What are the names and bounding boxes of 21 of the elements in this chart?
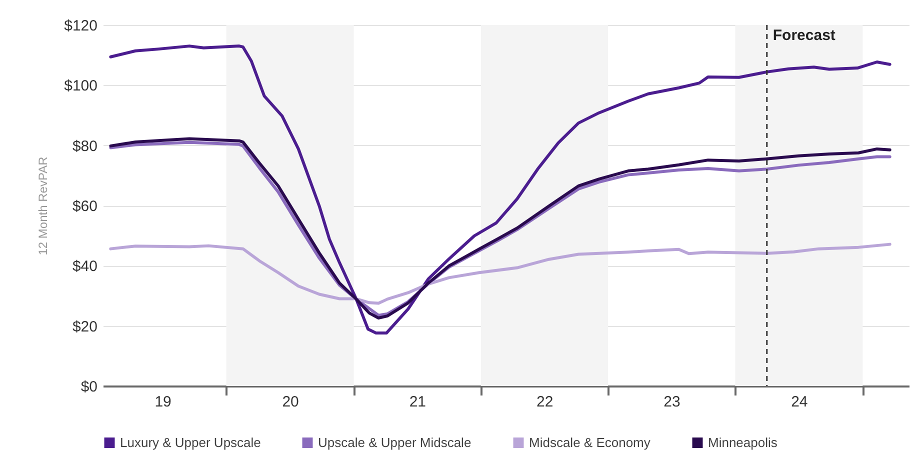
legend-label: Minneapolis (708, 434, 778, 450)
x-tick-label: 19 (154, 394, 172, 410)
ref-line-label: Forecast (772, 27, 836, 44)
line-series (109, 44, 892, 335)
y-tick-label: $0 (80, 378, 98, 396)
y-tick-label: $20 (72, 318, 98, 336)
y-tick-label: $80 (72, 138, 98, 155)
y-tick-label: $120 (64, 18, 98, 34)
legend-label: Midscale & Economy (529, 434, 651, 450)
y-axis-title: 12 Month RevPAR (36, 156, 50, 256)
legend-label: Luxury & Upper Upscale (120, 434, 261, 450)
line-series (109, 242, 892, 305)
x-tick-label: 23 (664, 394, 680, 410)
y-tick-label: $60 (72, 198, 98, 215)
y-tick-label: $40 (72, 258, 98, 276)
x-tick-label: 24 (791, 394, 808, 410)
legend-label: Upscale & Upper Midscale (318, 434, 472, 450)
x-tick-label: 21 (409, 394, 426, 410)
x-tick-label: 20 (282, 394, 299, 410)
y-tick-label: $100 (64, 78, 98, 95)
x-tick-label: 22 (536, 394, 554, 410)
